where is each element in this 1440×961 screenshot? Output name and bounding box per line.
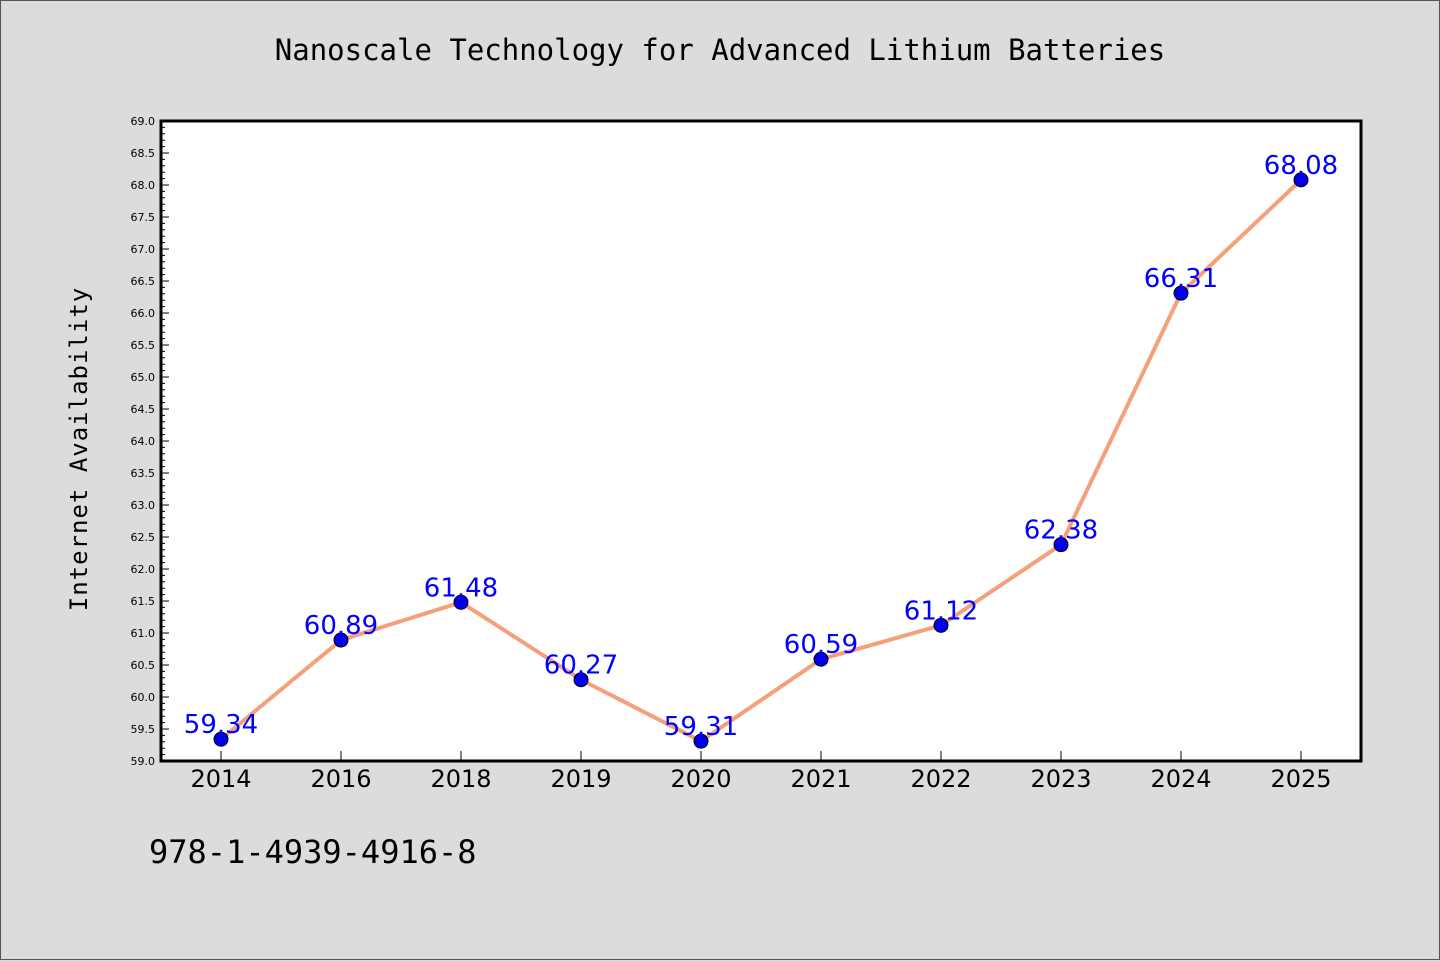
data-point-marker: [813, 651, 829, 667]
data-point-marker: [1053, 537, 1069, 553]
x-tick-label: 2025: [1270, 765, 1331, 793]
data-point-marker: [1293, 172, 1309, 188]
y-tick-label: 64.0: [131, 435, 156, 448]
y-tick-label: 65.0: [131, 371, 156, 384]
y-tick-label: 69.0: [131, 115, 156, 128]
chart-title: Nanoscale Technology for Advanced Lithiu…: [274, 33, 1166, 67]
y-tick-label: 66.0: [131, 307, 156, 320]
y-tick-label: 64.5: [131, 403, 156, 416]
data-label-group: 59.34 60.89 61.48 60.27 59.31 60.59 61.12 62.38…: [184, 151, 1338, 742]
data-label: 60.59: [784, 630, 858, 660]
y-tick-label: 67.0: [131, 243, 156, 256]
data-point-marker: [213, 731, 229, 747]
y-tick-label: 68.5: [131, 147, 156, 160]
y-tick-label: 61.5: [131, 595, 156, 608]
data-point-marker: [1173, 285, 1189, 301]
x-tick-label: 2023: [1030, 765, 1091, 793]
x-tick-label: 2014: [190, 765, 251, 793]
data-label: 61.48: [424, 573, 498, 603]
data-label: 59.34: [184, 710, 258, 740]
data-label: 62.38: [1024, 516, 1098, 546]
x-tick-label: 2022: [910, 765, 971, 793]
data-label: 61.12: [904, 596, 978, 626]
data-point-marker: [573, 672, 589, 688]
y-tick-label: 63.0: [131, 499, 156, 512]
data-point-marker: [693, 733, 709, 749]
data-label: 68.08: [1264, 151, 1338, 181]
x-tick-label: 2020: [670, 765, 731, 793]
y-tick-label: 62.5: [131, 531, 156, 544]
data-point-marker: [933, 617, 949, 633]
y-axis-ticks: 59.0 59.5 60.0 60.5 61.0 61.5 62.0 62.5 63.0 63.5…: [131, 115, 169, 768]
x-tick-label: 2019: [550, 765, 611, 793]
y-tick-label: 60.5: [131, 659, 156, 672]
y-tick-label: 67.5: [131, 211, 156, 224]
x-tick-label: 2021: [790, 765, 851, 793]
y-tick-label: 63.5: [131, 467, 156, 480]
series-line-group: [213, 172, 1309, 749]
y-tick-label: 59.0: [131, 755, 156, 768]
plot-area: [159, 119, 1363, 763]
y-tick-label: 61.0: [131, 627, 156, 640]
data-label: 59.31: [664, 712, 738, 742]
y-axis-title: Internet Availability: [65, 287, 93, 611]
x-axis-ticks: 2014 2016 2018 2019 2020 2021 2022 2023 2024 2025: [190, 751, 1332, 793]
y-tick-label: 68.0: [131, 179, 156, 192]
isbn-text: 978-1-4939-4916-8: [149, 833, 477, 871]
x-tick-label: 2018: [430, 765, 491, 793]
y-tick-label: 66.5: [131, 275, 156, 288]
data-point-marker: [453, 594, 469, 610]
series-line: [219, 177, 1303, 744]
y-tick-label: 59.5: [131, 723, 156, 736]
y-tick-label: 60.0: [131, 691, 156, 704]
data-label: 60.27: [544, 651, 618, 681]
data-label: 60.89: [304, 611, 378, 641]
x-tick-label: 2016: [310, 765, 371, 793]
data-point-marker: [333, 632, 349, 648]
data-label: 66.31: [1144, 264, 1218, 294]
y-tick-label: 62.0: [131, 563, 156, 576]
y-tick-label: 65.5: [131, 339, 156, 352]
x-tick-label: 2024: [1150, 765, 1211, 793]
